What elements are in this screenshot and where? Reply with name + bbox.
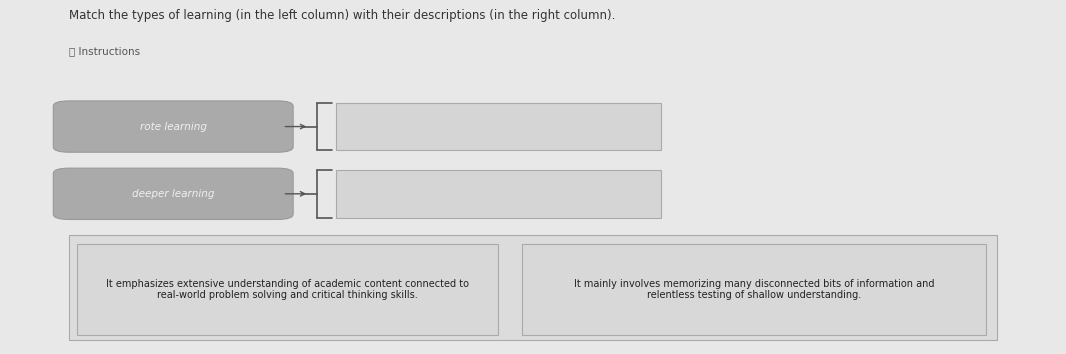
Text: ⓘ Instructions: ⓘ Instructions [69, 46, 141, 56]
Text: It mainly involves memorizing many disconnected bits of information and
relentle: It mainly involves memorizing many disco… [574, 279, 935, 300]
FancyBboxPatch shape [53, 168, 293, 219]
Text: deeper learning: deeper learning [132, 189, 214, 199]
Text: rote learning: rote learning [140, 121, 207, 132]
FancyBboxPatch shape [53, 101, 293, 152]
Text: It emphasizes extensive understanding of academic content connected to
real-worl: It emphasizes extensive understanding of… [106, 279, 469, 300]
FancyBboxPatch shape [336, 103, 661, 150]
FancyBboxPatch shape [336, 170, 661, 218]
FancyBboxPatch shape [69, 235, 997, 340]
FancyBboxPatch shape [522, 244, 986, 335]
Text: Match the types of learning (in the left column) with their descriptions (in the: Match the types of learning (in the left… [69, 9, 616, 22]
FancyBboxPatch shape [77, 244, 498, 335]
